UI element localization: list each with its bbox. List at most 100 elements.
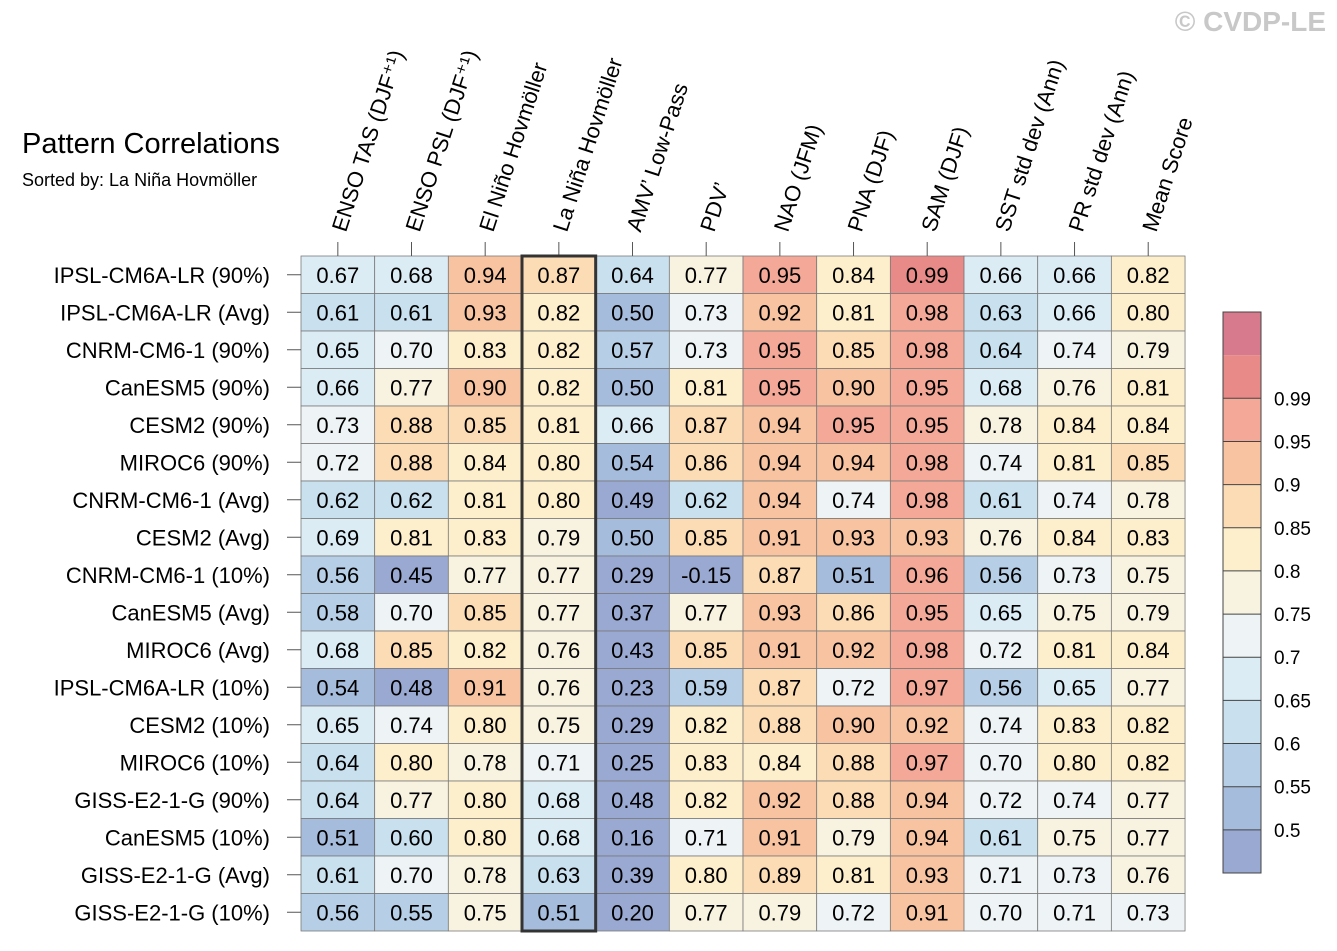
cell-value: 0.57	[611, 338, 654, 363]
cell-value: 0.51	[537, 900, 580, 925]
row-label: CNRM-CM6-1 (90%)	[66, 338, 270, 363]
cell-value: 0.84	[1127, 638, 1170, 663]
cell-value: 0.70	[390, 863, 433, 888]
cell-value: 0.61	[979, 825, 1022, 850]
cell-value: 0.98	[906, 450, 949, 475]
row-label: CanESM5 (90%)	[105, 375, 270, 400]
heatmap-cell	[374, 293, 449, 332]
heatmap-cell	[300, 555, 376, 594]
heatmap-cell	[1110, 593, 1186, 632]
heatmap-cell	[374, 818, 449, 857]
cell-value: 0.84	[1127, 413, 1170, 438]
cell-value: 0.98	[906, 488, 949, 513]
heatmap-cell	[742, 405, 818, 444]
colorbar-label: 0.75	[1274, 605, 1311, 626]
cell-value: 0.81	[464, 488, 507, 513]
heatmap-cell	[742, 593, 818, 632]
cell-value: 0.62	[390, 488, 433, 513]
cell-value: 0.70	[390, 338, 433, 363]
cell-value: 0.94	[758, 413, 801, 438]
cell-value: 0.64	[316, 788, 359, 813]
cell-value: 0.81	[832, 863, 875, 888]
cell-value: 0.56	[316, 563, 359, 588]
cell-value: 0.95	[758, 263, 801, 288]
heatmap-cell	[889, 780, 965, 819]
cell-value: 0.81	[537, 413, 580, 438]
heatmap-cell	[595, 705, 670, 744]
cell-value: 0.79	[1127, 338, 1170, 363]
cell-value: 0.51	[316, 825, 359, 850]
heatmap-cell	[521, 630, 597, 669]
heatmap-cell	[816, 893, 891, 932]
cell-value: 0.78	[979, 413, 1022, 438]
cell-value: 0.94	[906, 825, 949, 850]
cell-value: 0.63	[537, 863, 580, 888]
cell-value: 0.50	[611, 300, 654, 325]
row-label: CNRM-CM6-1 (Avg)	[72, 488, 270, 513]
cell-value: 0.81	[832, 300, 875, 325]
cell-value: 0.95	[906, 600, 949, 625]
heatmap-cell	[668, 293, 744, 332]
heatmap-cell	[816, 818, 891, 857]
heatmap-cell	[816, 555, 891, 594]
heatmap-cell	[742, 293, 818, 332]
heatmap-cell	[1037, 518, 1112, 557]
cell-value: 0.80	[390, 750, 433, 775]
cell-value: 0.64	[316, 750, 359, 775]
cell-value: 0.71	[979, 863, 1022, 888]
row-label: MIROC6 (10%)	[120, 750, 270, 775]
cell-value: 0.61	[979, 488, 1022, 513]
heatmap-cell	[963, 368, 1039, 407]
cell-value: 0.88	[832, 788, 875, 813]
cell-value: 0.91	[758, 638, 801, 663]
heatmap-cell	[374, 255, 449, 294]
heatmap-cell	[1110, 818, 1186, 857]
colorbar-segment	[1223, 743, 1261, 787]
heatmap-cell	[1037, 555, 1112, 594]
cell-value: 0.72	[979, 788, 1022, 813]
heatmap-cell	[963, 293, 1039, 332]
cell-value: 0.62	[316, 488, 359, 513]
heatmap-cell	[300, 518, 376, 557]
colorbar-label: 0.6	[1274, 735, 1300, 756]
cell-value: 0.65	[1053, 675, 1096, 700]
cell-value: 0.83	[464, 525, 507, 550]
cell-value: 0.91	[464, 675, 507, 700]
cell-value: 0.37	[611, 600, 654, 625]
cell-value: 0.78	[464, 863, 507, 888]
heatmap-cell	[889, 555, 965, 594]
cell-value: 0.66	[979, 263, 1022, 288]
cell-value: 0.86	[685, 450, 728, 475]
heatmap-cell	[374, 705, 449, 744]
cell-value: 0.81	[1053, 450, 1096, 475]
cell-value: 0.71	[685, 825, 728, 850]
cell-value: 0.48	[390, 675, 433, 700]
heatmap-cell	[963, 480, 1039, 519]
cell-value: 0.74	[390, 713, 433, 738]
row-label: MIROC6 (90%)	[120, 450, 270, 475]
cell-value: 0.76	[537, 675, 580, 700]
cell-value: 0.73	[1127, 900, 1170, 925]
heatmap-cell	[300, 818, 376, 857]
heatmap-cell	[521, 593, 597, 632]
colorbar-segment	[1223, 398, 1261, 442]
heatmap-cell	[374, 855, 449, 894]
colorbar-segment	[1223, 657, 1261, 701]
cell-value: 0.77	[685, 900, 728, 925]
cell-value: 0.85	[464, 413, 507, 438]
cell-value: 0.79	[758, 900, 801, 925]
heatmap-cell	[963, 893, 1039, 932]
watermark: © CVDP-LE	[1175, 6, 1326, 37]
heatmap-cell	[447, 705, 523, 744]
cell-value: 0.88	[390, 450, 433, 475]
heatmap-cell-values: 0.67 0.68 0.94 0.87 0.64 0.77 0.95 0.84 0.99 0.66…	[316, 263, 1169, 926]
row-label: IPSL-CM6A-LR (Avg)	[60, 300, 270, 325]
heatmap-cell	[1037, 705, 1112, 744]
heatmap-cell	[1110, 255, 1186, 294]
cell-value: 0.91	[906, 900, 949, 925]
heatmap-cell	[963, 668, 1039, 707]
column-label: PDV’	[695, 179, 734, 234]
heatmap-cell	[595, 593, 670, 632]
cell-value: 0.77	[537, 600, 580, 625]
cell-value: 0.82	[1127, 713, 1170, 738]
